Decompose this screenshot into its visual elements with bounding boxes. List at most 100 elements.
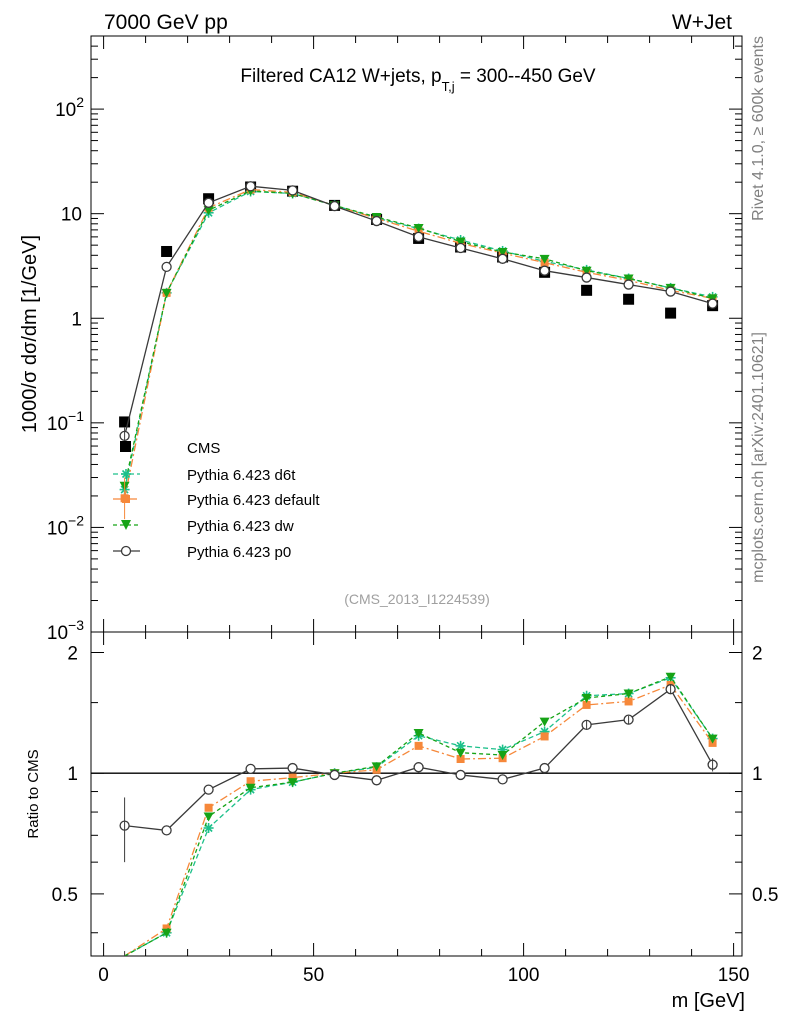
ratio-y-ticks: 0.5 0.5 1 1 2 2 [52,644,778,934]
legend-dw-label: Pythia 6.423 dw [187,518,294,535]
main-point-cms [119,416,131,428]
legend-item-dw: Pythia 6.423 dw [113,518,294,535]
main-point-pythia-6-423-p0 [581,272,592,283]
x-tick-label: 50 [303,965,324,986]
legend-d6t-label: Pythia 6.423 d6t [187,467,296,484]
ratio-point-pythia-6-423-dw [287,778,298,788]
ratio-point-pythia-6-423-d6t [203,823,214,834]
ratio-panel-frame [90,631,743,957]
main-title: Filtered CA12 W+jets, pT,j = 300--450 Ge… [240,66,596,94]
ratio-point-pythia-6-423-dw [161,928,172,938]
ratio-point-pythia-6-423-default [582,700,591,709]
main-point-pythia-6-423-p0 [287,185,298,196]
ratio-point-pythia-6-423-p0 [161,825,172,836]
header-energy-label: 7000 GeV pp [104,11,228,34]
ratio-series [119,672,718,956]
main-point-pythia-6-423-p0 [497,253,508,264]
header-process-label: W+Jet [672,11,732,34]
ratio-y-tick-label-right: 0.5 [752,885,778,906]
main-title-main: Filtered CA12 W+jets, p [240,66,441,87]
legend-item-cms: CMS [120,440,220,457]
ratio-point-pythia-6-423-dw [707,734,718,744]
main-x-ticks [103,36,735,632]
legend-item-p0: Pythia 6.423 p0 [113,544,291,561]
main-point-pythia-6-423-p0 [329,201,340,212]
ratio-point-pythia-6-423-p0 [455,769,466,781]
ratio-point-pythia-6-423-p0 [539,762,550,774]
main-point-pythia-6-423-p0 [707,298,718,309]
ratio-point-pythia-6-423-p0 [497,774,508,785]
legend-p0-label: Pythia 6.423 p0 [187,544,291,561]
ratio-point-pythia-6-423-default [456,754,465,763]
ratio-point-pythia-6-423-p0 [245,763,256,775]
ratio-point-pythia-6-423-d6t-stroke [204,823,213,833]
ratio-point-pythia-6-423-p0 [371,775,382,786]
legend-dw-marker [121,520,131,530]
ratio-y-axis-label: Ratio to CMS [25,749,42,838]
main-point-pythia-6-423-p0 [665,286,676,297]
main-point-pythia-6-423-dw [455,237,466,247]
main-point-pythia-6-423-p0 [413,231,424,243]
ratio-point-pythia-6-423-default [204,803,213,812]
legend-item-d6t: Pythia 6.423 d6t [113,467,296,484]
ratio-point-pythia-6-423-default [288,773,297,782]
ratio-point-pythia-6-423-dw [413,728,424,738]
ratio-point-pythia-6-423-default [162,924,171,933]
ratio-point-pythia-6-423-default [540,732,549,741]
main-point-cms [623,293,635,305]
ratio-point-pythia-6-423-dw [539,717,550,727]
main-point-cms [665,307,677,319]
ratio-point-pythia-6-423-p0 [413,762,424,773]
main-point-pythia-6-423-p0 [371,215,382,227]
ratio-point-pythia-6-423-p0 [203,784,214,795]
ratio-y-tick-label: 1 [67,764,78,785]
main-y-axis-label: 1000/σ dσ/dm [1/GeV] [19,235,41,433]
ratio-y-tick-label-right: 1 [752,764,763,785]
ratio-point-pythia-6-423-d6t-stroke [456,741,465,750]
main-line-pythia-6-423-d6t [123,190,713,490]
ratio-point-pythia-6-423-default [246,777,255,786]
mcplots-source-label: mcplots.cern.ch [arXiv:2401.10621] [750,332,767,583]
main-y-tick-label: 1 [71,309,82,330]
ratio-point-pythia-6-423-dw [203,812,214,822]
ratio-point-pythia-6-423-dw [371,762,382,772]
legend-cms-marker [120,441,131,452]
ratio-point-pythia-6-423-dw [455,748,466,758]
x-tick-label: 0 [98,965,109,986]
ratio-point-pythia-6-423-p0 [287,762,298,774]
ratio-point-pythia-6-423-p0 [329,769,340,781]
main-panel: Filtered CA12 W+jets, pT,j = 300--450 Ge… [19,35,743,644]
legend-cms-label: CMS [187,440,220,457]
main-y-tick-label: 10−2 [47,512,84,539]
main-y-tick-label: 10 [61,205,82,226]
main-point-pythia-6-423-dw [413,223,424,233]
legend-item-default: Pythia 6.423 default [113,492,320,509]
legend: CMS Pythia 6.423 d6t Pythia 6.423 defaul… [113,440,320,561]
ratio-line-pythia-6-423-p0 [124,688,714,832]
main-panel-frame [90,35,743,633]
main-point-pythia-6-423-dw [497,248,508,258]
ratio-line-pythia-6-423-default [124,684,714,956]
legend-p0-marker [120,545,132,557]
x-tick-label: 100 [508,965,540,986]
main-point-pythia-6-423-dw [581,266,592,276]
analysis-watermark: (CMS_2013_I1224539) [344,591,490,607]
rivet-version-label: Rivet 4.1.0, ≥ 600k events [750,36,767,221]
main-point-pythia-6-423-p0 [161,261,172,273]
main-y-tick-label: 10−1 [47,408,84,435]
legend-default-label: Pythia 6.423 default [187,492,320,509]
ratio-point-pythia-6-423-dw [581,694,592,704]
main-point-cms [581,284,593,296]
main-point-pythia-6-423-dw [623,274,634,284]
legend-default-marker [122,495,130,503]
main-y-ticks: 102 10 1 10−1 10−2 10−3 [47,35,742,644]
ratio-y-tick-label-right: 2 [752,644,763,665]
ratio-point-pythia-6-423-default [624,697,633,706]
ratio-point-pythia-6-423-dw [665,672,676,682]
main-point-pythia-6-423-p0 [455,242,466,254]
ratio-point-pythia-6-423-d6t [455,740,466,751]
legend-d6t-marker [121,469,131,479]
main-point-pythia-6-423-p0 [623,279,634,290]
main-title-tail: = 300--450 GeV [455,66,596,87]
